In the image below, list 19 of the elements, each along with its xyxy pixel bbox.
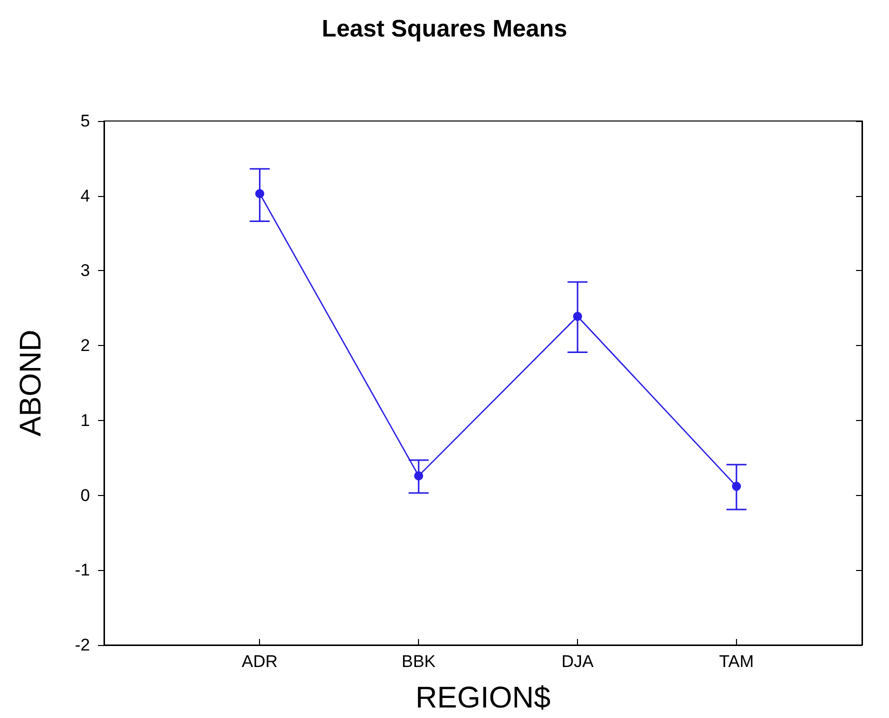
point [414, 471, 424, 480]
y-tick-label: 1 [80, 410, 90, 430]
y-tick-label: 5 [80, 112, 90, 130]
y-tick-label: 3 [80, 261, 90, 280]
y-tick-label: 0 [80, 486, 90, 505]
point [573, 312, 582, 321]
chart-title: Least Squares Means [322, 16, 568, 42]
y-axis-title: ABOND [14, 330, 48, 436]
x-tick-label: BBK [402, 652, 436, 671]
y-tick-label: 4 [80, 186, 90, 206]
x-tick-label: DJA [561, 652, 594, 671]
x-axis-title: REGION$ [415, 682, 551, 714]
x-tick-label: TAM [719, 652, 754, 671]
y-tick-label: 2 [80, 336, 90, 356]
y-tick-label: -1 [74, 560, 90, 580]
y-tick-label: -2 [74, 636, 90, 654]
x-tick-label: ADR [242, 652, 278, 671]
point [732, 482, 741, 491]
point [255, 189, 264, 198]
